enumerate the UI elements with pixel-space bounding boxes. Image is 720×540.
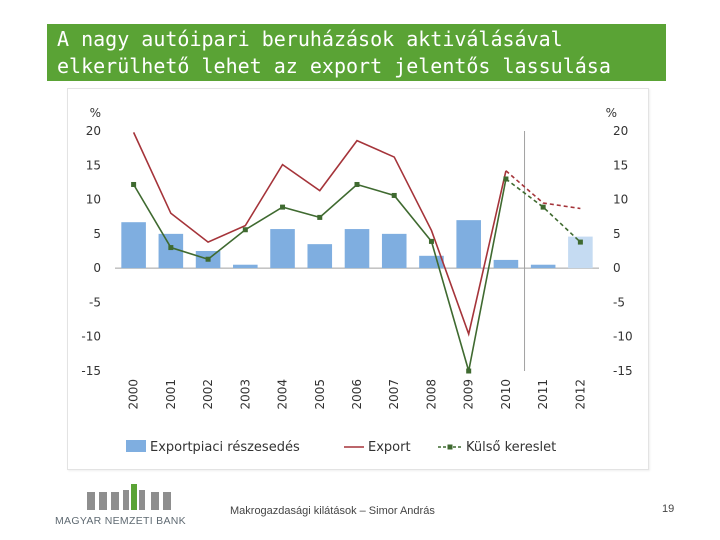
export-forecast-line — [505, 170, 581, 210]
mnb-logo: MAGYAR NEMZETI BANK — [55, 482, 205, 532]
bar-exportpiaci — [530, 264, 556, 269]
y-tick-right: -10 — [613, 330, 633, 344]
kulso-kereslet-line — [132, 178, 507, 372]
bar-exportpiaci — [307, 244, 333, 269]
kulso-kereslet-marker — [391, 192, 397, 198]
kulso-kereslet-marker — [540, 204, 546, 210]
bar-exportpiaci — [493, 259, 519, 269]
kulso-kereslet-forecast-line — [505, 178, 581, 243]
y-tick-left: 10 — [86, 193, 101, 207]
chart-panel: -15 -15 -10 -10 -5 -5 0 0 5 5 10 10 15 15 20 20%% 2000 20… — [67, 88, 649, 470]
kulso-kereslet-marker — [242, 227, 248, 233]
kulso-kereslet-marker — [205, 256, 211, 262]
combo-chart: -15 -15 -10 -10 -5 -5 0 0 5 5 10 10 15 15 20 20% % 2000 20… — [81, 106, 633, 455]
legend-label: Export — [368, 440, 411, 455]
y-tick-left: -5 — [89, 295, 101, 309]
bar-exportpiaci — [270, 229, 295, 269]
bar-exportpiaci — [419, 255, 444, 269]
kulso-kereslet-marker — [280, 204, 286, 210]
logo-text: MAGYAR NEMZETI BANK — [55, 515, 186, 527]
x-tick-label: 2006 — [350, 379, 364, 410]
x-tick-label: 2001 — [164, 379, 178, 410]
y-tick-right: 10 — [613, 193, 628, 207]
bar-exportpiaci — [381, 233, 407, 269]
logo-columns-icon — [87, 484, 171, 510]
title-line-1: A nagy autóipari beruházások aktiválásáv… — [57, 27, 563, 51]
y-unit-right: % — [606, 106, 617, 120]
y-tick-right: 5 — [613, 227, 621, 241]
kulso-kereslet-marker — [503, 176, 509, 182]
bar-exportpiaci — [121, 222, 146, 269]
y-tick-right: 15 — [613, 158, 628, 172]
page-number: 19 — [662, 503, 675, 515]
x-tick-label: 2009 — [462, 379, 476, 410]
y-tick-left: 15 — [86, 158, 101, 172]
x-tick-label: 2004 — [276, 379, 290, 410]
x-tick-label: 2012 — [573, 379, 587, 410]
footer-caption: Makrogazdasági kilátások – Simor András — [230, 505, 435, 517]
kulso-kereslet-marker — [131, 181, 137, 187]
y-tick-right: 20 — [613, 124, 628, 138]
bar-exportpiaci — [344, 229, 370, 269]
kulso-kereslet-marker — [428, 238, 434, 244]
x-tick-label: 2002 — [201, 379, 215, 410]
y-tick-left: -15 — [81, 364, 101, 378]
legend-label: Exportpiaci részesedés — [150, 440, 300, 455]
slide-title: A nagy autóipari beruházások aktiválásáv… — [47, 24, 666, 81]
y-tick-left: -10 — [81, 330, 101, 344]
y-unit-left: % — [90, 106, 101, 120]
export-line — [132, 132, 507, 337]
legend-marker-demand — [447, 444, 453, 450]
y-tick-left: 20 — [86, 124, 101, 138]
y-tick-right: 0 — [613, 261, 621, 275]
y-tick-right: -15 — [613, 364, 633, 378]
y-tick-left: 0 — [93, 261, 101, 275]
y-tick-right: -5 — [613, 295, 625, 309]
title-line-2: elkerülhető lehet az export jelentős las… — [57, 54, 611, 78]
kulso-kereslet-marker — [168, 245, 174, 251]
x-tick-label: 2007 — [387, 379, 401, 410]
x-tick-label: 2008 — [424, 379, 438, 410]
bar-exportpiaci — [456, 220, 481, 269]
kulso-kereslet-marker — [466, 368, 472, 374]
legend-swatch-bar — [126, 440, 146, 452]
bar-exportpiaci — [233, 264, 258, 269]
y-tick-left: 5 — [93, 227, 101, 241]
x-tick-label: 2003 — [238, 379, 252, 410]
kulso-kereslet-marker — [577, 239, 583, 245]
kulso-kereslet-marker — [317, 214, 323, 220]
kulso-kereslet-marker — [354, 181, 360, 187]
x-tick-label: 2010 — [499, 379, 513, 410]
x-tick-label: 2011 — [536, 379, 550, 410]
bar-exportpiaci — [158, 233, 184, 269]
x-tick-label: 2000 — [127, 379, 141, 410]
x-tick-label: 2005 — [313, 379, 327, 410]
legend-label: Külső kereslet — [466, 440, 556, 455]
